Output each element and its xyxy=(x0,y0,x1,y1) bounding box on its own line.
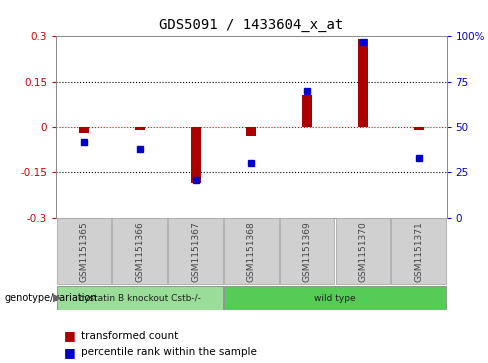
FancyBboxPatch shape xyxy=(280,219,334,284)
Bar xyxy=(302,95,312,127)
Text: GSM1151367: GSM1151367 xyxy=(191,221,200,282)
Text: GSM1151370: GSM1151370 xyxy=(358,221,367,282)
Text: GSM1151371: GSM1151371 xyxy=(414,221,423,282)
Text: ■: ■ xyxy=(63,329,75,342)
FancyBboxPatch shape xyxy=(224,286,446,310)
Title: GDS5091 / 1433604_x_at: GDS5091 / 1433604_x_at xyxy=(159,19,344,33)
FancyBboxPatch shape xyxy=(57,286,223,310)
Text: genotype/variation: genotype/variation xyxy=(5,293,98,303)
Bar xyxy=(414,127,424,130)
Text: wild type: wild type xyxy=(314,294,356,302)
Text: GSM1151365: GSM1151365 xyxy=(80,221,88,282)
Bar xyxy=(135,127,145,130)
Text: transformed count: transformed count xyxy=(81,331,178,341)
Text: ■: ■ xyxy=(63,346,75,359)
Bar xyxy=(190,127,201,183)
Text: GSM1151369: GSM1151369 xyxy=(303,221,312,282)
FancyBboxPatch shape xyxy=(336,219,390,284)
Bar xyxy=(79,127,89,133)
Text: ▶: ▶ xyxy=(53,293,61,303)
FancyBboxPatch shape xyxy=(168,219,223,284)
FancyBboxPatch shape xyxy=(224,219,279,284)
Text: GSM1151368: GSM1151368 xyxy=(247,221,256,282)
Text: percentile rank within the sample: percentile rank within the sample xyxy=(81,347,256,357)
Bar xyxy=(246,127,256,136)
Bar xyxy=(358,39,368,127)
FancyBboxPatch shape xyxy=(57,219,111,284)
Text: cystatin B knockout Cstb-/-: cystatin B knockout Cstb-/- xyxy=(79,294,201,302)
Text: GSM1151366: GSM1151366 xyxy=(135,221,144,282)
FancyBboxPatch shape xyxy=(391,219,446,284)
FancyBboxPatch shape xyxy=(112,219,167,284)
